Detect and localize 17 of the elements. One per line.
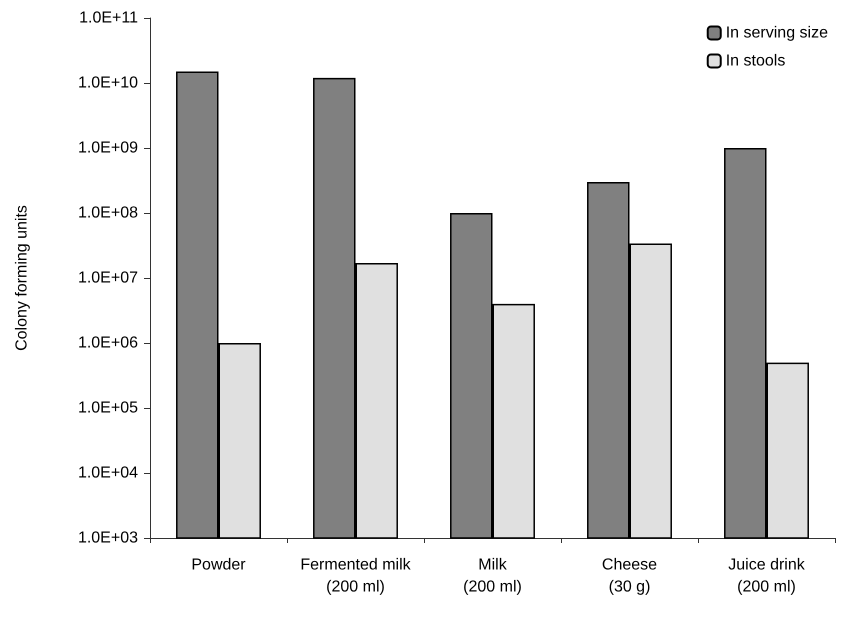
y-tick-label: 1.0E+07 [78,270,138,286]
y-tick-label: 1.0E+03 [78,530,138,546]
y-tick-label: 1.0E+05 [78,400,138,416]
y-tick-label: 1.0E+04 [78,464,138,482]
x-tick-label: Milk (200 ml) [463,556,522,596]
x-tick-label: Fermented milk (200 ml) [300,556,412,596]
y-tick-label: 1.0E+09 [78,140,138,156]
x-tick-label: Cheese (30 g) [602,556,658,596]
x-tick-label: Powder [191,556,246,574]
legend-label: In serving size [726,24,828,42]
x-tick-label: Juice drink (200 ml) [728,556,806,596]
y-tick-label: 1.0E+10 [78,74,138,92]
y-tick-label: 1.0E+11 [79,10,138,26]
y-axis-title: Colony forming units [14,205,30,351]
legend-label: In stools [726,52,786,70]
y-tick-label: 1.0E+08 [78,204,138,222]
y-tick-label: 1.0E+06 [78,334,138,352]
